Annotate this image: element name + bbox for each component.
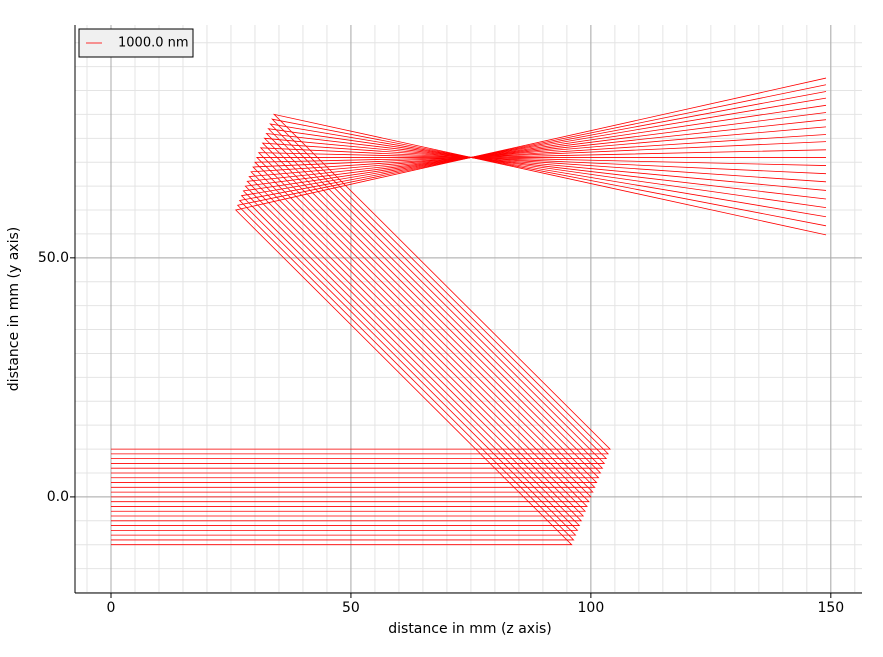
ray — [110, 77, 827, 546]
x-tick-label: 50 — [342, 600, 360, 616]
ray — [110, 123, 827, 460]
ray — [110, 118, 827, 455]
ray — [110, 149, 827, 498]
ray — [110, 97, 827, 531]
y-tick-label: 0.0 — [47, 489, 69, 505]
x-axis-label: distance in mm (z axis) — [388, 621, 551, 637]
ray — [110, 113, 827, 450]
ray — [110, 104, 827, 526]
ray — [110, 128, 827, 464]
grid — [75, 25, 862, 594]
ray — [110, 137, 827, 474]
rays — [110, 77, 827, 546]
y-axis-label: distance in mm (y axis) — [6, 227, 22, 391]
ray — [110, 112, 827, 522]
legend-box — [78, 28, 194, 58]
ray — [110, 119, 827, 517]
ray — [110, 152, 827, 488]
x-tick-label: 100 — [578, 600, 605, 616]
ray — [110, 133, 827, 469]
ray — [110, 134, 827, 507]
x-tick-label: 150 — [817, 600, 844, 616]
legend-label: 1000.0 nm — [118, 36, 189, 51]
legend: 1000.0 nm — [78, 28, 194, 58]
ray — [110, 126, 827, 512]
ray — [110, 91, 827, 536]
ray — [110, 84, 827, 541]
ray — [110, 157, 827, 493]
ray — [110, 147, 827, 483]
ray — [110, 141, 827, 503]
ray — [110, 142, 827, 479]
x-tick-label: 0 — [107, 600, 116, 616]
axes — [70, 25, 862, 598]
y-tick-label: 50.0 — [38, 250, 69, 266]
